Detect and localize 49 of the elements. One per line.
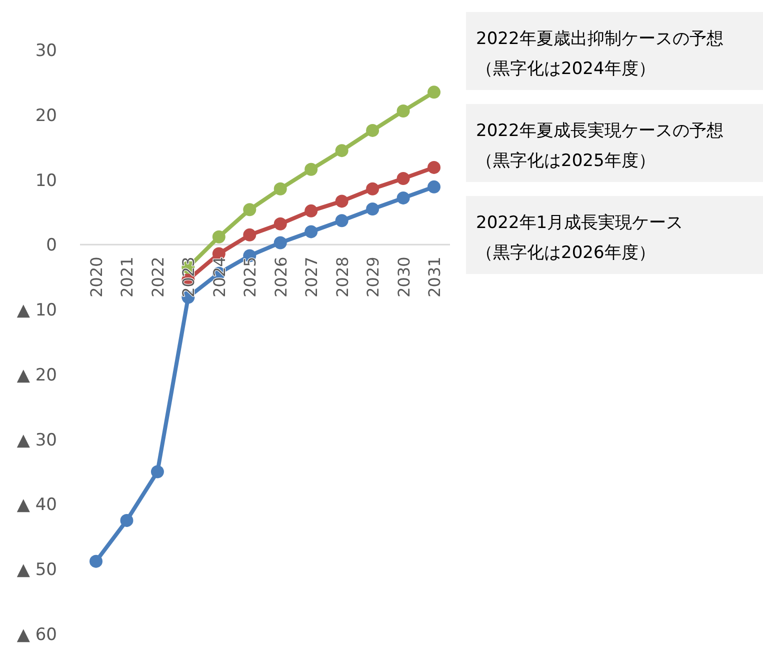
y-tick-label: ▲ 50 [16,560,57,580]
y-tick-label: ▲ 10 [16,300,57,321]
x-tick-label: 2030 [394,256,414,298]
y-tick-label: ▲ 30 [16,430,57,450]
point [335,144,348,158]
point [396,191,410,204]
point [150,465,164,478]
text: 2022年夏歳出抑制ケースの予想（黒字化は2024年度） [476,29,724,79]
point [428,180,440,194]
point [90,554,102,568]
point [304,225,318,238]
x-tick-label: 2020 [87,256,106,298]
point [274,236,287,250]
point [304,162,318,176]
x-tick-label: 2031 [425,256,444,298]
x-tick-label: 2022 [148,256,168,298]
point [243,203,256,216]
x-tick-label: 2027 [302,256,322,298]
y-tick-label: ▲ 60 [16,625,57,645]
point [212,230,226,244]
y-tick-label: 30 [35,41,57,61]
y-tick-label: ▲ 20 [16,365,57,386]
point [335,194,348,208]
x-tick-label: 2021 [118,256,137,298]
point [274,217,287,230]
point [120,514,134,527]
x-tick-label: 2026 [271,256,290,298]
x-tick-label: 2024 [210,256,229,298]
point [428,160,440,174]
x-tick-label: 2023 [179,256,198,298]
text: 2022年夏成長実現ケースの予想（黒字化は2025年度） [476,121,724,171]
text: 2022年1月成長実現ケース（黒字化は2026年度） [476,213,684,263]
point [396,104,410,118]
point [304,204,318,218]
point [366,202,380,216]
y-tick-label: 0 [46,236,57,256]
point [335,214,348,228]
point [396,172,410,185]
point [274,182,287,196]
y-tick-label: 10 [35,170,57,191]
point [428,86,440,99]
point [366,182,380,196]
point [243,228,256,242]
y-tick-label: 20 [35,106,57,126]
y-tick-label: ▲ 40 [16,495,57,516]
x-tick-label: 2025 [240,256,260,298]
x-tick-label: 2029 [364,256,383,298]
x-tick-label: 2028 [332,256,352,298]
point [366,124,380,137]
